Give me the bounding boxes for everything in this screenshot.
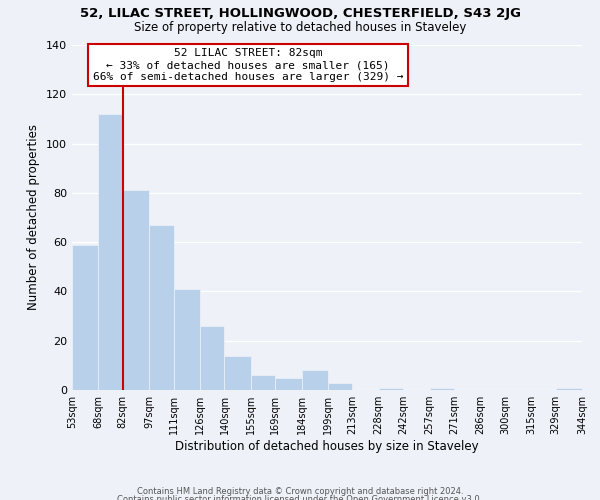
X-axis label: Distribution of detached houses by size in Staveley: Distribution of detached houses by size … <box>175 440 479 453</box>
Bar <box>173 289 200 390</box>
Bar <box>275 378 302 390</box>
Bar <box>123 190 149 390</box>
Bar <box>328 382 352 390</box>
Text: 52, LILAC STREET, HOLLINGWOOD, CHESTERFIELD, S43 2JG: 52, LILAC STREET, HOLLINGWOOD, CHESTERFI… <box>79 8 521 20</box>
Bar <box>200 326 224 390</box>
Text: Contains public sector information licensed under the Open Government Licence v3: Contains public sector information licen… <box>118 495 482 500</box>
Bar <box>149 225 173 390</box>
Bar <box>556 388 582 390</box>
Text: Size of property relative to detached houses in Staveley: Size of property relative to detached ho… <box>134 21 466 34</box>
Y-axis label: Number of detached properties: Number of detached properties <box>28 124 40 310</box>
Bar <box>379 388 403 390</box>
Text: Contains HM Land Registry data © Crown copyright and database right 2024.: Contains HM Land Registry data © Crown c… <box>137 488 463 496</box>
Bar <box>251 375 275 390</box>
Bar <box>72 244 98 390</box>
Bar <box>224 356 251 390</box>
Text: 52 LILAC STREET: 82sqm
← 33% of detached houses are smaller (165)
66% of semi-de: 52 LILAC STREET: 82sqm ← 33% of detached… <box>92 48 403 82</box>
Bar <box>302 370 328 390</box>
Bar <box>98 114 123 390</box>
Bar <box>430 388 454 390</box>
